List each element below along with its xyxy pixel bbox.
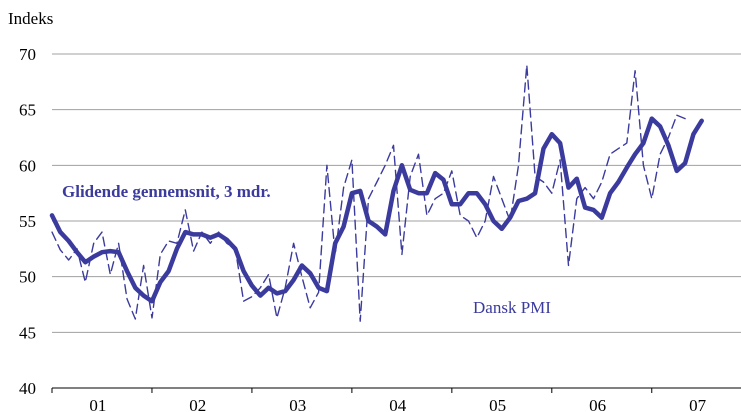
y-tick-label-50: 50 <box>19 268 36 287</box>
y-tick-label-45: 45 <box>19 323 36 342</box>
series-line-moving-average <box>49 116 704 304</box>
series-line-pmi <box>51 64 686 322</box>
y-tick-label-70: 70 <box>19 45 36 64</box>
x-axis-tick-marks <box>51 388 653 393</box>
x-tick-label-04: 04 <box>389 396 407 412</box>
y-tick-label-65: 65 <box>19 101 36 120</box>
y-tick-label-60: 60 <box>19 156 36 175</box>
y-axis-tick-labels: 40 45 50 55 60 65 70 <box>19 45 36 398</box>
pmi-annotation: Dansk PMI <box>473 298 551 317</box>
x-tick-label-01: 01 <box>89 396 106 412</box>
x-tick-label-02: 02 <box>189 396 206 412</box>
x-tick-label-05: 05 <box>489 396 506 412</box>
x-tick-label-06: 06 <box>589 396 606 412</box>
y-tick-label-40: 40 <box>19 379 36 398</box>
x-tick-label-07: 07 <box>689 396 707 412</box>
y-tick-label-55: 55 <box>19 212 36 231</box>
x-tick-label-03: 03 <box>289 396 306 412</box>
moving-average-annotation: Glidende gennemsnit, 3 mdr. <box>62 182 271 201</box>
series-group <box>49 64 704 322</box>
x-axis-tick-labels: 01 02 03 04 05 06 07 <box>89 396 706 412</box>
y-axis-label: Indeks <box>8 9 53 28</box>
